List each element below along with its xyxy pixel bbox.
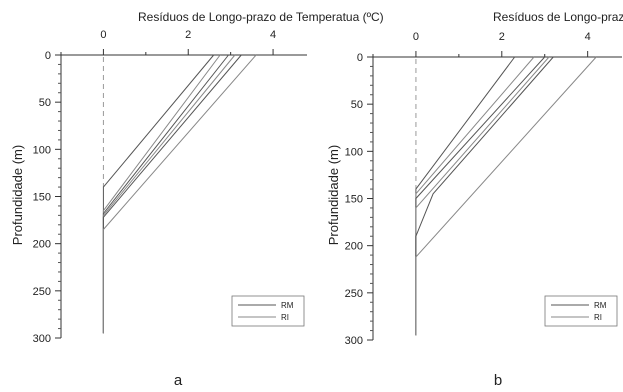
panel-b-title: Resíduos de Longo-prazo de Temperatua (º… — [493, 10, 623, 24]
panel-b-legend-label-ri: RI — [594, 313, 602, 322]
panel-a-series-line-1 — [102, 54, 215, 334]
panel-b-y-tick-label: 50 — [351, 99, 363, 111]
panel-b-y-tick-label: 100 — [345, 146, 363, 158]
panel-a-y-tick-label: 200 — [33, 239, 51, 251]
panel-a-y-axis-label: Profundidade (m) — [10, 145, 25, 245]
panel-a-y-tick-label: 0 — [45, 50, 51, 62]
panel-b-y-tick-label: 250 — [345, 288, 363, 300]
panel-b-series-line-4 — [415, 56, 550, 336]
panel-b-series-line-5 — [415, 56, 554, 336]
panel-a-y-tick-label: 300 — [33, 333, 51, 345]
panel-b-y-tick-label: 300 — [345, 335, 363, 347]
panel-b-y-axis-label: Profundidade (m) — [326, 145, 341, 245]
panel-b-legend-box — [544, 295, 618, 327]
panel-b-x-tick-label: 0 — [413, 31, 419, 43]
panel-b-series-line-1 — [415, 56, 516, 336]
panel-b-x-tick-label: 2 — [499, 31, 505, 43]
panel-a-y-tick-label: 100 — [33, 144, 51, 156]
panel-b-series-line-3 — [415, 56, 546, 336]
panel-a-title: Resíduos de Longo-prazo de Temperatua (º… — [138, 10, 384, 24]
panel-a-series-line-5 — [102, 54, 242, 334]
panel-a-y-tick-label: 150 — [33, 192, 51, 204]
panel-a-x-tick-label: 0 — [100, 29, 106, 41]
panel-a-letter: a — [174, 372, 183, 389]
panel-a-y-tick-label: 250 — [33, 286, 51, 298]
panel-b-y-tick-label: 0 — [357, 52, 363, 64]
panel-b-x-tick-label: 4 — [585, 31, 591, 43]
panel-b-letter: b — [494, 372, 502, 389]
panel-a-series-line-3 — [102, 54, 229, 334]
panel-a-legend-label-rm: RM — [281, 301, 294, 310]
panel-b-series-line-6 — [415, 56, 597, 336]
panel-a-legend-box — [231, 295, 305, 327]
panel-a-y-tick-label: 50 — [39, 97, 51, 109]
panel-a-legend-label-ri: RI — [281, 313, 289, 322]
panel-b-y-tick-label: 200 — [345, 241, 363, 253]
panel-b-legend-label-rm: RM — [594, 301, 607, 310]
panel-b-y-tick-label: 150 — [345, 194, 363, 206]
panel-a-x-tick-label: 2 — [185, 29, 191, 41]
panel-a-series-line-6 — [102, 54, 257, 334]
panel-a-x-tick-label: 4 — [270, 29, 276, 41]
